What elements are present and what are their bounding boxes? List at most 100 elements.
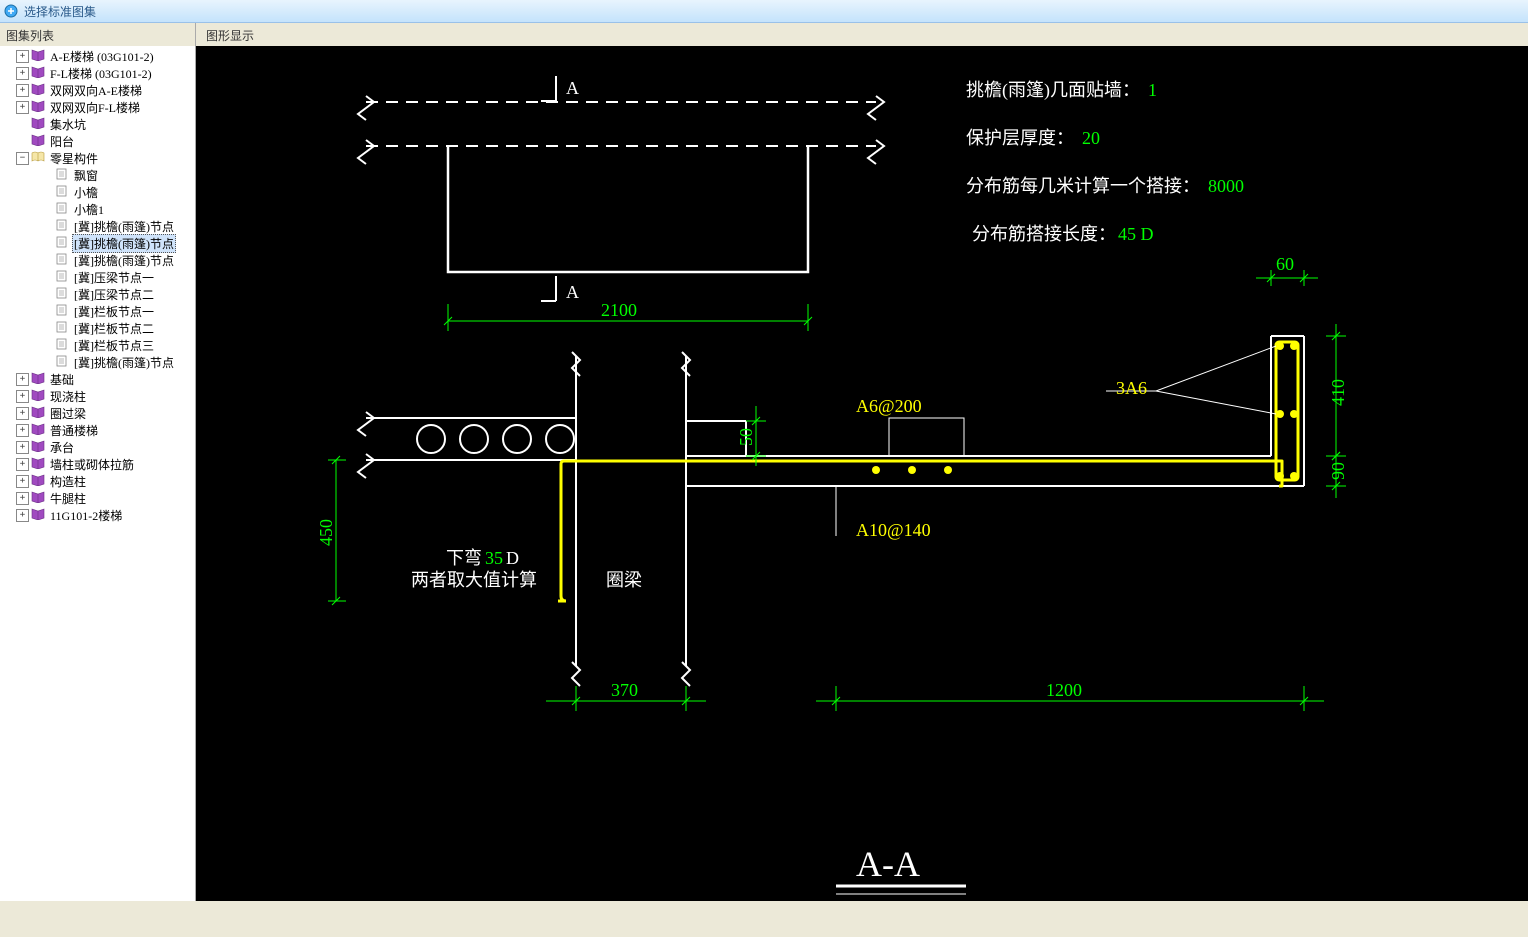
doc-icon xyxy=(55,236,72,252)
tree-item[interactable]: [冀]栏板节点二 xyxy=(0,320,195,337)
tree-item[interactable]: [冀]挑檐(雨篷)节点 xyxy=(0,235,195,252)
svg-text:60: 60 xyxy=(1276,254,1294,274)
tree-expander-icon[interactable]: + xyxy=(16,424,29,437)
doc-icon xyxy=(55,253,72,269)
svg-text:下弯 35: 下弯 35 D xyxy=(446,548,519,568)
doc-icon xyxy=(55,270,72,286)
tree-item[interactable]: +牛腿柱 xyxy=(0,490,195,507)
tree-item[interactable]: [冀]栏板节点一 xyxy=(0,303,195,320)
svg-text:A: A xyxy=(566,78,579,98)
book-closed-icon xyxy=(31,372,48,388)
drawing-canvas[interactable]: 挑檐(雨篷)几面贴墙：1 保护层厚度：20 分布筋每几米计算一个搭接：8000 … xyxy=(196,46,1528,901)
atlas-tree[interactable]: +A-E楼梯 (03G101-2)+F-L楼梯 (03G101-2)+双网双向A… xyxy=(0,46,195,901)
svg-text:450: 450 xyxy=(316,519,336,546)
tree-expander-icon[interactable]: + xyxy=(16,50,29,63)
book-closed-icon xyxy=(31,406,48,422)
right-panel: 图形显示 挑檐(雨篷)几面贴墙：1 保护层厚度：20 分布筋每几米计算一个搭接：… xyxy=(196,23,1528,901)
drawing-header: 图形显示 xyxy=(196,23,1528,46)
tree-expander-icon[interactable]: + xyxy=(16,373,29,386)
book-closed-icon xyxy=(31,117,48,133)
section-view: 450 50 xyxy=(316,254,1348,894)
book-closed-icon xyxy=(31,100,48,116)
doc-icon xyxy=(55,338,72,354)
window-title: 选择标准图集 xyxy=(24,3,96,20)
tree-item[interactable]: +墙柱或砌体拉筋 xyxy=(0,456,195,473)
book-closed-icon xyxy=(31,389,48,405)
tree-expander-icon[interactable]: + xyxy=(16,67,29,80)
tree-item[interactable]: [冀]挑檐(雨篷)节点 xyxy=(0,354,195,371)
tree-expander-icon[interactable]: + xyxy=(16,509,29,522)
svg-text:3A6: 3A6 xyxy=(1116,378,1147,398)
doc-icon xyxy=(55,304,72,320)
left-panel: 图集列表 +A-E楼梯 (03G101-2)+F-L楼梯 (03G101-2)+… xyxy=(0,23,196,901)
doc-icon xyxy=(55,355,72,371)
book-closed-icon xyxy=(31,508,48,524)
tree-expander-icon[interactable]: + xyxy=(16,407,29,420)
book-closed-icon xyxy=(31,423,48,439)
tree-item[interactable]: +圈过梁 xyxy=(0,405,195,422)
tree-item[interactable]: +基础 xyxy=(0,371,195,388)
tree-expander-icon[interactable]: + xyxy=(16,441,29,454)
tree-item[interactable]: +现浇柱 xyxy=(0,388,195,405)
svg-text:圈梁: 圈梁 xyxy=(606,570,642,590)
svg-text:90: 90 xyxy=(1328,462,1348,480)
doc-icon xyxy=(55,219,72,235)
book-closed-icon xyxy=(31,49,48,65)
tree-item[interactable]: +双网双向F-L楼梯 xyxy=(0,99,195,116)
svg-text:保护层厚度：20: 保护层厚度：20 xyxy=(966,128,1100,148)
svg-text:2100: 2100 xyxy=(601,300,637,320)
tree-expander-icon[interactable]: − xyxy=(16,152,29,165)
tree-item[interactable]: [冀]栏板节点三 xyxy=(0,337,195,354)
tree-header: 图集列表 xyxy=(0,23,195,46)
svg-text:A-A: A-A xyxy=(856,844,920,884)
tree-item[interactable]: +A-E楼梯 (03G101-2) xyxy=(0,48,195,65)
tree-item[interactable]: [冀]挑檐(雨篷)节点 xyxy=(0,252,195,269)
tree-item[interactable]: 集水坑 xyxy=(0,116,195,133)
tree-expander-icon[interactable]: + xyxy=(16,475,29,488)
tree-item[interactable]: +11G101-2楼梯 xyxy=(0,507,195,524)
tree-expander-icon[interactable]: + xyxy=(16,492,29,505)
tree-item-label: 11G101-2楼梯 xyxy=(48,506,124,525)
tree-item[interactable]: +F-L楼梯 (03G101-2) xyxy=(0,65,195,82)
tree-item[interactable]: +构造柱 xyxy=(0,473,195,490)
doc-icon xyxy=(55,321,72,337)
app-icon xyxy=(4,4,18,18)
tree-expander-icon[interactable]: + xyxy=(16,84,29,97)
tree-item[interactable]: 飘窗 xyxy=(0,167,195,184)
tree-item[interactable]: [冀]压梁节点二 xyxy=(0,286,195,303)
tree-item[interactable]: −零星构件 xyxy=(0,150,195,167)
tree-expander-icon[interactable]: + xyxy=(16,101,29,114)
book-closed-icon xyxy=(31,83,48,99)
window-titlebar: 选择标准图集 xyxy=(0,0,1528,23)
svg-text:50: 50 xyxy=(736,428,756,446)
book-closed-icon xyxy=(31,134,48,150)
svg-text:410: 410 xyxy=(1328,379,1348,406)
tree-item[interactable]: [冀]压梁节点一 xyxy=(0,269,195,286)
doc-icon xyxy=(55,202,72,218)
svg-text:分布筋搭接长度：45 D: 分布筋搭接长度：45 D xyxy=(972,224,1154,244)
doc-icon xyxy=(55,185,72,201)
book-closed-icon xyxy=(31,491,48,507)
tree-item[interactable]: +承台 xyxy=(0,439,195,456)
svg-text:挑檐(雨篷)几面贴墙：1: 挑檐(雨篷)几面贴墙：1 xyxy=(966,80,1157,101)
tree-item[interactable]: 小檐 xyxy=(0,184,195,201)
book-closed-icon xyxy=(31,474,48,490)
doc-icon xyxy=(55,287,72,303)
tree-item[interactable]: +普通楼梯 xyxy=(0,422,195,439)
tree-expander-icon[interactable]: + xyxy=(16,458,29,471)
tree-item[interactable]: 阳台 xyxy=(0,133,195,150)
svg-text:两者取大值计算: 两者取大值计算 xyxy=(411,570,537,590)
tree-item[interactable]: [冀]挑檐(雨篷)节点 xyxy=(0,218,195,235)
svg-text:A6@200: A6@200 xyxy=(856,396,922,416)
tree-item[interactable]: 小檐1 xyxy=(0,201,195,218)
book-closed-icon xyxy=(31,440,48,456)
svg-text:A10@140: A10@140 xyxy=(856,520,931,540)
tree-item[interactable]: +双网双向A-E楼梯 xyxy=(0,82,195,99)
doc-icon xyxy=(55,168,72,184)
book-closed-icon xyxy=(31,457,48,473)
tree-expander-icon[interactable]: + xyxy=(16,390,29,403)
svg-text:370: 370 xyxy=(611,680,638,700)
param-block: 挑檐(雨篷)几面贴墙：1 保护层厚度：20 分布筋每几米计算一个搭接：8000 … xyxy=(966,80,1244,244)
svg-text:分布筋每几米计算一个搭接：8000: 分布筋每几米计算一个搭接：8000 xyxy=(966,176,1244,196)
book-open-icon xyxy=(31,151,48,167)
